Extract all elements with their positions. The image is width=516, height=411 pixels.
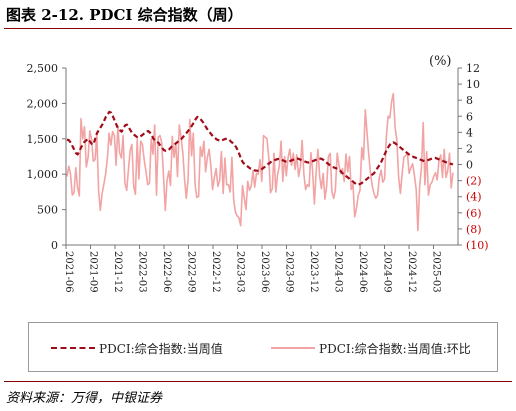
source-rule xyxy=(4,381,512,382)
right-tick-label: (10) xyxy=(466,239,489,252)
right-tick-label: 2 xyxy=(466,142,473,155)
right-tick-label: (6) xyxy=(466,207,482,220)
left-tick-label: 1,500 xyxy=(27,133,59,146)
x-tick-label: 2024-06 xyxy=(357,251,368,293)
right-axis-unit-label: (%) xyxy=(429,54,452,69)
x-tick-label: 2021-09 xyxy=(88,251,99,293)
right-axis: (10) (8) (6) (4) (2) 0 2 4 6 8 10 12 xyxy=(458,62,489,252)
right-tick-label: (2) xyxy=(466,175,482,188)
x-axis: 2021-06 2021-09 2021-12 2022-03 2022-06 2022-… xyxy=(63,245,442,293)
x-tick-label: 2023-03 xyxy=(235,251,246,293)
x-tick-label: 2021-12 xyxy=(112,251,123,293)
x-tick-label: 2022-06 xyxy=(161,251,172,293)
x-tick-label: 2023-12 xyxy=(308,251,319,293)
right-tick-label: (8) xyxy=(466,223,482,236)
legend: PDCI:综合指数:当周值 PDCI:综合指数:当周值:环比 xyxy=(28,322,498,372)
legend-item-wow: PDCI:综合指数:当周值:环比 xyxy=(271,340,471,356)
legend-label-pdci: PDCI:综合指数:当周值 xyxy=(99,341,223,356)
x-tick-label: 2022-03 xyxy=(137,251,148,293)
x-tick-label: 2022-09 xyxy=(186,251,197,293)
legend-label-wow: PDCI:综合指数:当周值:环比 xyxy=(319,341,471,356)
title-rule xyxy=(4,28,512,29)
left-tick-label: 2,500 xyxy=(27,62,59,75)
left-tick-label: 0 xyxy=(51,239,58,252)
x-tick-label: 2025-03 xyxy=(431,251,442,293)
right-tick-label: 12 xyxy=(466,62,480,75)
right-tick-label: 0 xyxy=(466,159,473,172)
left-tick-label: 2,000 xyxy=(27,97,59,110)
legend-item-pdci: PDCI:综合指数:当周值 xyxy=(51,340,223,356)
x-tick-label: 2024-03 xyxy=(333,251,344,293)
right-tick-label: 4 xyxy=(466,126,473,139)
pdci-chart: 0 500 1,000 1,500 2,000 2,500 (10) (8) (6) (4) (2… xyxy=(27,54,489,293)
series-line-wow xyxy=(66,92,454,232)
x-tick-label: 2023-09 xyxy=(284,251,295,293)
right-tick-label: 8 xyxy=(466,94,473,107)
legend-swatch-pdci xyxy=(51,347,95,349)
x-tick-label: 2024-12 xyxy=(406,251,417,293)
left-axis: 0 500 1,000 1,500 2,000 2,500 xyxy=(27,62,66,252)
x-tick-label: 2021-06 xyxy=(63,251,74,293)
right-tick-label: 10 xyxy=(466,78,480,91)
x-tick-label: 2024-09 xyxy=(382,251,393,293)
right-tick-label: 6 xyxy=(466,110,473,123)
right-tick-label: (4) xyxy=(466,191,482,204)
source-note: 资料来源：万得，中银证券 xyxy=(6,391,163,406)
x-tick-label: 2023-06 xyxy=(259,251,270,293)
series-layer xyxy=(66,92,454,232)
legend-swatch-wow xyxy=(271,347,315,349)
figure-title: 图表 2-12. PDCI 综合指数（周） xyxy=(6,6,243,24)
x-tick-label: 2022-12 xyxy=(210,251,221,293)
left-tick-label: 500 xyxy=(37,204,58,217)
series-line-pdci xyxy=(66,110,454,186)
left-tick-label: 1,000 xyxy=(27,168,59,181)
